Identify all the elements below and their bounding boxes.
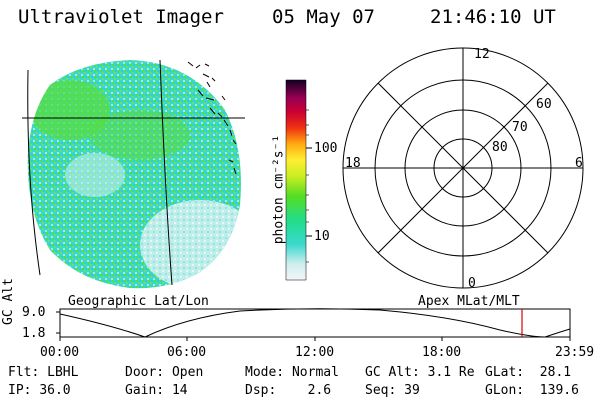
mlt-label-18: 18: [345, 156, 361, 171]
status-glat: GLat: 28.1: [485, 365, 572, 380]
status-mode: Mode: Normal: [245, 365, 339, 380]
status-door: Door: Open: [125, 365, 204, 380]
mlat-label-60: 60: [536, 97, 552, 112]
status-dsp: Dsp: 2.6: [245, 383, 332, 398]
status-gc-alt: GC Alt: 3.1 Re: [365, 365, 475, 380]
status-seq: Seq: 39: [365, 383, 420, 398]
left-panel-label: Geographic Lat/Lon: [68, 294, 209, 309]
instrument-title: Ultraviolet Imager: [18, 6, 224, 28]
mlt-label-6: 6: [575, 156, 583, 171]
alt-xtick-0600: 06:00: [167, 345, 207, 360]
mlt-label-12: 12: [474, 47, 490, 62]
mlat-label-80: 80: [492, 140, 508, 155]
alt-xtick-0000: 00:00: [40, 345, 80, 360]
alt-xtick-1800: 18:00: [422, 345, 462, 360]
mlat-label-70: 70: [512, 120, 528, 135]
status-gain: Gain: 14: [125, 383, 188, 398]
date-label: 05 May 07: [272, 6, 375, 28]
mlt-label-0: 0: [468, 276, 476, 291]
right-panel-label: Apex MLat/MLT: [418, 294, 520, 309]
alt-xtick-1200: 12:00: [295, 345, 335, 360]
altitude-ylabel: GC Alt: [1, 278, 16, 325]
coastline-icon: [187, 61, 237, 175]
alt-ytick-1-8: 1.8: [22, 326, 46, 341]
alt-xtick-2359: 23:59: [555, 345, 595, 360]
colorbar-tick-100: 100: [314, 141, 338, 156]
status-ip: IP: 36.0: [8, 383, 71, 398]
alt-ytick-9: 9.0: [22, 305, 46, 320]
colorbar-tick-10: 10: [314, 229, 330, 244]
status-glon: GLon: 139.6: [485, 383, 579, 398]
status-flt: Flt: LBHL: [8, 365, 79, 380]
time-label: 21:46:10 UT: [430, 6, 556, 28]
